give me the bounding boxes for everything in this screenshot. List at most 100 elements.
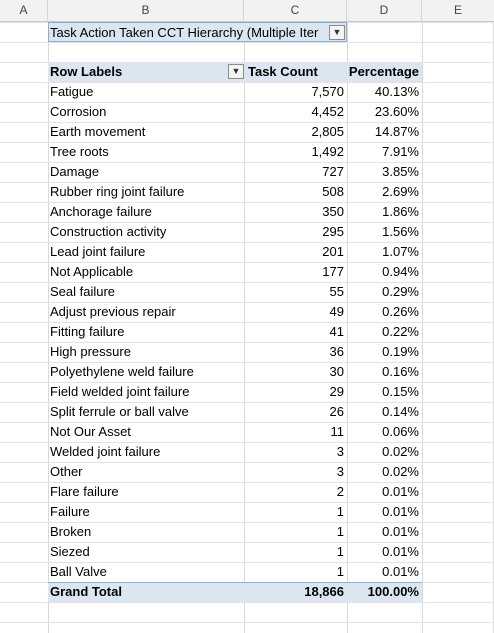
gridline — [0, 322, 494, 323]
task-count-cell[interactable]: 1 — [336, 524, 344, 539]
column-header-b[interactable]: B — [48, 0, 244, 21]
row-label-cell[interactable]: Rubber ring joint failure — [50, 184, 185, 199]
percentage-cell[interactable]: 0.01% — [382, 564, 419, 579]
column-header-bar: A B C D E — [0, 0, 494, 22]
grand-total-label[interactable]: Grand Total — [50, 584, 122, 599]
task-count-cell[interactable]: 49 — [329, 304, 344, 319]
percentage-cell[interactable]: 40.13% — [374, 84, 419, 99]
percentage-cell[interactable]: 0.14% — [382, 404, 419, 419]
percentage-cell[interactable]: 0.02% — [382, 444, 419, 459]
row-label-cell[interactable]: Construction activity — [50, 224, 167, 239]
task-count-cell[interactable]: 36 — [329, 344, 344, 359]
task-count-cell[interactable]: 41 — [329, 324, 344, 339]
row-label-cell[interactable]: Polyethylene weld failure — [50, 364, 194, 379]
task-count-cell[interactable]: 1 — [336, 544, 344, 559]
column-header-d[interactable]: D — [347, 0, 422, 21]
task-count-cell[interactable]: 7,570 — [311, 84, 344, 99]
percentage-cell[interactable]: 0.02% — [382, 464, 419, 479]
percentage-cell[interactable]: 1.56% — [382, 224, 419, 239]
percentage-cell[interactable]: 7.91% — [382, 144, 419, 159]
gridline — [0, 262, 494, 263]
task-count-cell[interactable]: 3 — [336, 464, 344, 479]
row-label-cell[interactable]: Adjust previous repair — [50, 304, 176, 319]
row-label-cell[interactable]: Fitting failure — [50, 324, 125, 339]
percentage-cell[interactable]: 0.19% — [382, 344, 419, 359]
task-count-cell[interactable]: 2 — [336, 484, 344, 499]
row-label-cell[interactable]: High pressure — [50, 344, 131, 359]
row-label-cell[interactable]: Damage — [50, 164, 100, 179]
row-label-cell[interactable]: Seal failure — [50, 284, 116, 299]
row-label-cell[interactable]: Field welded joint failure — [50, 384, 190, 399]
column-header-a[interactable]: A — [0, 0, 48, 21]
percentage-cell[interactable]: 3.85% — [382, 164, 419, 179]
percentage-header[interactable]: Percentage — [348, 64, 419, 79]
percentage-cell[interactable]: 0.94% — [382, 264, 419, 279]
task-count-cell[interactable]: 350 — [322, 204, 344, 219]
task-count-cell[interactable]: 4,452 — [311, 104, 344, 119]
row-label-cell[interactable]: Lead joint failure — [50, 244, 146, 259]
task-count-cell[interactable]: 295 — [322, 224, 344, 239]
task-count-cell[interactable]: 55 — [329, 284, 344, 299]
row-label-cell[interactable]: Split ferrule or ball valve — [50, 404, 189, 419]
row-label-cell[interactable]: Siezed — [50, 544, 90, 559]
row-labels-sort-button[interactable]: ▼ — [228, 64, 244, 79]
row-label-cell[interactable]: Corrosion — [50, 104, 107, 119]
pivot-filter-field[interactable] — [48, 22, 347, 42]
table-row: Split ferrule or ball valve 26 0.14% — [0, 402, 494, 422]
grand-total-count[interactable]: 18,866 — [304, 584, 344, 599]
row-label-cell[interactable]: Anchorage failure — [50, 204, 152, 219]
row-label-cell[interactable]: Not Applicable — [50, 264, 134, 279]
percentage-cell[interactable]: 0.01% — [382, 544, 419, 559]
task-count-cell[interactable]: 3 — [336, 444, 344, 459]
task-count-cell[interactable]: 11 — [330, 424, 345, 439]
row-label-cell[interactable]: Broken — [50, 524, 92, 539]
task-count-cell[interactable]: 2,805 — [311, 124, 344, 139]
column-header-c[interactable]: C — [244, 0, 347, 21]
percentage-cell[interactable]: 0.01% — [382, 504, 419, 519]
task-count-cell[interactable]: 508 — [322, 184, 344, 199]
task-count-cell[interactable]: 29 — [329, 384, 344, 399]
gridline — [0, 522, 494, 523]
task-count-cell[interactable]: 1,492 — [311, 144, 344, 159]
percentage-cell[interactable]: 0.01% — [382, 484, 419, 499]
row-label-cell[interactable]: Earth movement — [50, 124, 146, 139]
task-count-cell[interactable]: 727 — [322, 164, 344, 179]
row-label-cell[interactable]: Other — [50, 464, 83, 479]
percentage-cell[interactable]: 23.60% — [374, 104, 419, 119]
row-label-cell[interactable]: Failure — [50, 504, 90, 519]
percentage-cell[interactable]: 0.15% — [382, 384, 419, 399]
filter-dropdown-button[interactable]: ▼ — [329, 25, 345, 40]
task-count-cell[interactable]: 30 — [329, 364, 344, 379]
row-labels-header[interactable]: Row Labels — [50, 64, 123, 79]
grand-total-percentage[interactable]: 100.00% — [367, 584, 419, 599]
percentage-cell[interactable]: 0.22% — [382, 324, 419, 339]
gridline — [0, 342, 494, 343]
row-label-cell[interactable]: Fatigue — [50, 84, 94, 99]
percentage-cell[interactable]: 2.69% — [382, 184, 419, 199]
row-label-cell[interactable]: Welded joint failure — [50, 444, 161, 459]
row-label-cell[interactable]: Ball Valve — [50, 564, 107, 579]
percentage-cell[interactable]: 1.86% — [382, 204, 419, 219]
percentage-cell[interactable]: 0.26% — [382, 304, 419, 319]
task-count-cell[interactable]: 177 — [322, 264, 344, 279]
percentage-cell[interactable]: 0.16% — [382, 364, 419, 379]
task-count-cell[interactable]: 201 — [322, 244, 344, 259]
task-count-header[interactable]: Task Count — [248, 64, 318, 79]
grand-total-row: Grand Total 18,866 100.00% — [0, 582, 494, 602]
table-row: Corrosion 4,452 23.60% — [0, 102, 494, 122]
task-count-cell[interactable]: 1 — [336, 564, 344, 579]
table-row: Broken 1 0.01% — [0, 522, 494, 542]
percentage-cell[interactable]: 0.29% — [382, 284, 419, 299]
percentage-cell[interactable]: 0.01% — [382, 524, 419, 539]
row-label-cell[interactable]: Not Our Asset — [50, 424, 131, 439]
gridline — [0, 562, 494, 563]
task-count-cell[interactable]: 26 — [329, 404, 344, 419]
task-count-cell[interactable]: 1 — [336, 504, 344, 519]
table-row: Fitting failure 41 0.22% — [0, 322, 494, 342]
percentage-cell[interactable]: 0.06% — [382, 424, 419, 439]
row-label-cell[interactable]: Flare failure — [50, 484, 119, 499]
row-label-cell[interactable]: Tree roots — [50, 144, 109, 159]
percentage-cell[interactable]: 1.07% — [382, 244, 419, 259]
percentage-cell[interactable]: 14.87% — [374, 124, 419, 139]
column-header-e[interactable]: E — [453, 3, 462, 17]
